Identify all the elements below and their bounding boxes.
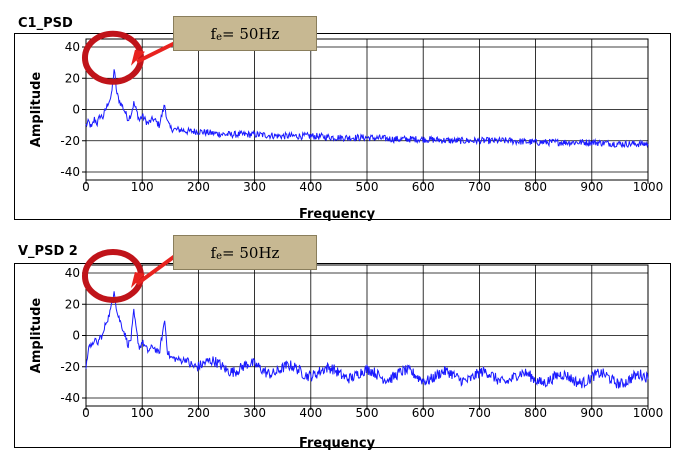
- y-tick-label: -20: [60, 134, 80, 148]
- y-tick-label: -40: [60, 391, 80, 405]
- annotation-arrow: [135, 254, 177, 286]
- x-tick-label: 600: [412, 180, 435, 194]
- y-tick-label: 40: [65, 40, 80, 54]
- annotation-sub: e: [216, 32, 223, 43]
- y-axis-label: Amplitude: [29, 72, 44, 148]
- x-tick-label: 0: [82, 180, 90, 194]
- y-tick-label: 20: [65, 71, 80, 85]
- x-tick-label: 800: [524, 180, 547, 194]
- series-line: [85, 69, 649, 149]
- x-tick-label: 0: [82, 406, 90, 420]
- chart-title: C1_PSD: [18, 16, 73, 31]
- x-tick-label: 300: [243, 180, 266, 194]
- x-tick-label: 700: [468, 406, 491, 420]
- annotation-text: = 50Hz: [222, 24, 280, 43]
- chart-svg: 0 100 200 300 400 500 600 700 800 900 100040200-20…: [29, 30, 664, 222]
- x-tick-label: 500: [356, 180, 379, 194]
- chart-panel-1: C1_PSD 0 100 200 300 400 500 600 700 800 900 1000 4…: [0, 0, 674, 222]
- y-tick-label: -20: [60, 360, 80, 374]
- chart-title: V_PSD 2: [18, 244, 78, 259]
- x-tick-label: 300: [243, 406, 266, 420]
- annotation-arrowhead: [130, 49, 145, 66]
- x-tick-label: 900: [580, 180, 603, 194]
- x-tick-label: 600: [412, 406, 435, 420]
- y-tick-label: 40: [65, 266, 80, 280]
- y-tick-label: -40: [60, 165, 80, 179]
- y-tick-label: 0: [72, 329, 80, 343]
- y-tick-label: 20: [65, 297, 80, 311]
- annotation-arrowhead: [130, 271, 145, 288]
- chart-svg: 0 100 200 300 400 500 600 700 800 900 100040200-20…: [29, 248, 664, 450]
- annotation-text: = 50Hz: [222, 243, 280, 262]
- x-tick-label: 700: [468, 180, 491, 194]
- x-tick-label: 200: [187, 180, 210, 194]
- x-tick-label: 100: [131, 180, 154, 194]
- x-tick-label: 1000: [633, 406, 664, 420]
- x-tick-label: 900: [580, 406, 603, 420]
- x-tick-label: 200: [187, 406, 210, 420]
- x-axis-label: Frequency: [299, 207, 376, 222]
- x-tick-label: 400: [299, 180, 322, 194]
- x-tick-label: 500: [356, 406, 379, 420]
- x-tick-label: 100: [131, 406, 154, 420]
- chart-panel-2: V_PSD 2 0 100 200 300 400 500 600 700 800 900 1000…: [0, 226, 674, 450]
- annotation-arrow: [136, 41, 176, 64]
- y-axis-label: Amplitude: [29, 298, 44, 374]
- series-line: [85, 291, 649, 389]
- annotation-base: f: [210, 243, 217, 262]
- annotation-sub: e: [216, 251, 223, 262]
- x-tick-label: 400: [299, 406, 322, 420]
- x-tick-label: 800: [524, 406, 547, 420]
- y-tick-label: 0: [72, 103, 80, 117]
- x-axis-label: Frequency: [299, 436, 376, 450]
- x-tick-label: 1000: [633, 180, 664, 194]
- annotation-base: f: [210, 24, 217, 43]
